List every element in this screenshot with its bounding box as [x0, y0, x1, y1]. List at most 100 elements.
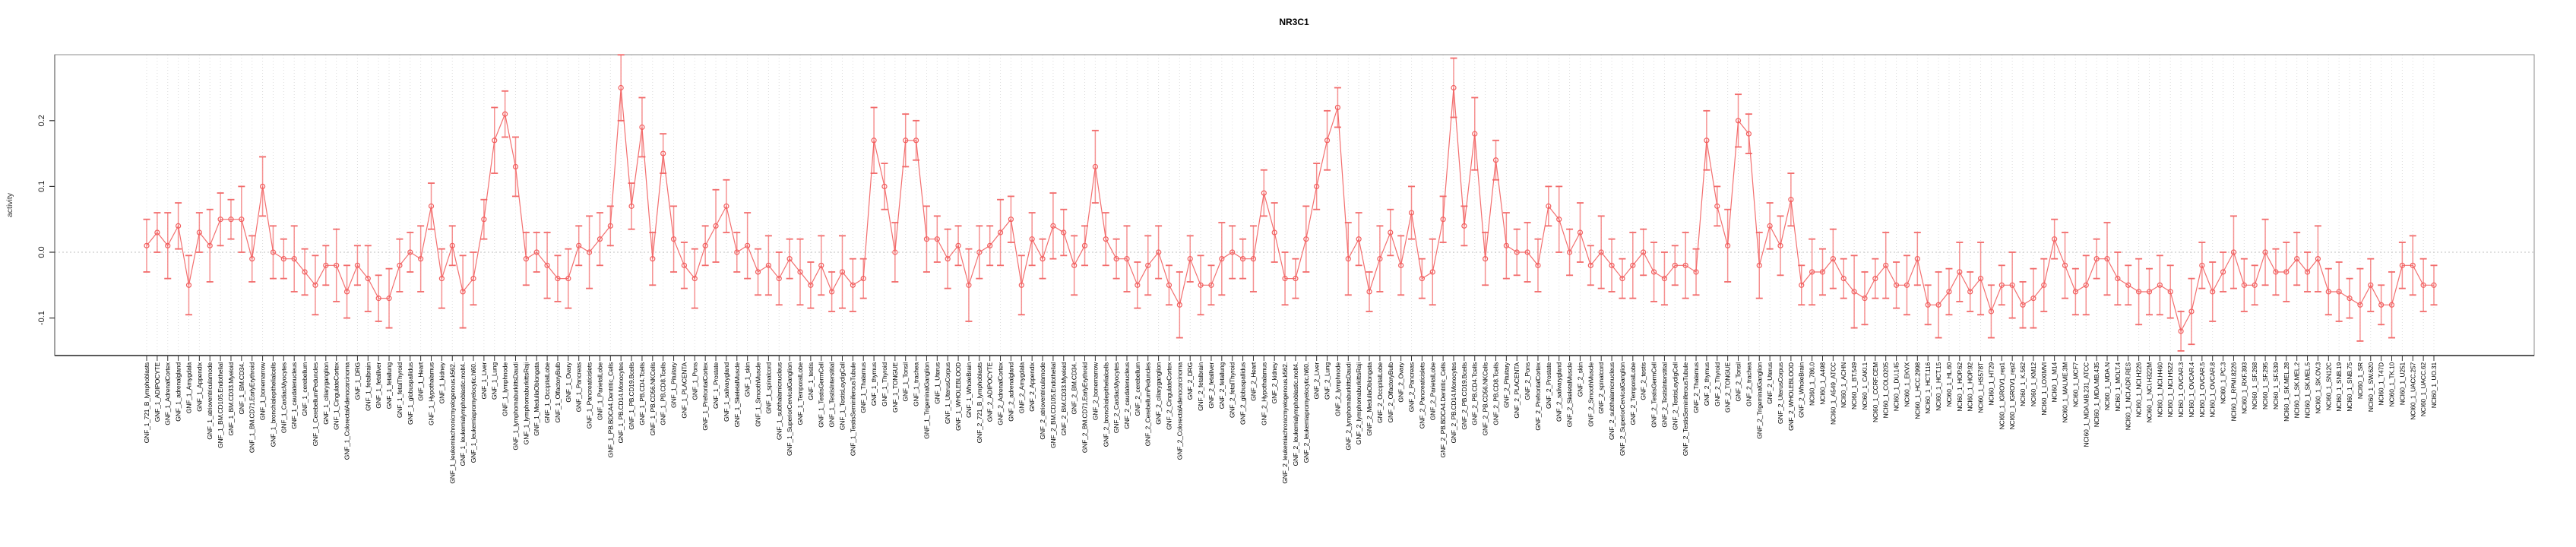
- data-point: [1777, 242, 1783, 248]
- data-point: [1556, 217, 1562, 223]
- x-tick-label: GNF_2_bonemarrow: [1091, 362, 1099, 420]
- data-point: [2378, 302, 2385, 308]
- x-tick-label: GNF_2_Amygdala: [1017, 362, 1025, 414]
- data-point: [1081, 242, 1088, 248]
- x-tick-label: GNF_2_UterusCorpus: [1777, 362, 1784, 424]
- x-tick-label: GNF_1_adrenalgland: [175, 362, 182, 422]
- data-point: [1883, 262, 1889, 268]
- data-point: [1303, 236, 1309, 242]
- x-tick-label: GNF_1_atrioventricularnode: [206, 362, 214, 440]
- x-tick-label: GNF_2_OlfactoryBulb: [1387, 362, 1394, 423]
- x-tick-label: NCI60_1_HL.60: [1945, 362, 1953, 407]
- data-point: [1577, 229, 1584, 236]
- x-tick-label: GNF_1_spinalcord: [764, 362, 772, 414]
- data-point: [1619, 276, 1625, 282]
- x-tick-label: GNF_1_fetalliver: [375, 362, 382, 409]
- x-tick-label: GNF_1_OccipitalLobe: [543, 362, 551, 423]
- x-tick-label: GNF_2_TestisGermCell: [1650, 362, 1658, 428]
- data-point: [154, 229, 160, 236]
- x-tick-label: GNF_2_fetalThyroid: [1229, 362, 1236, 418]
- x-tick-label: GNF_1_Amygdala: [185, 362, 193, 414]
- x-tick-label: GNF_2_Appendix: [1028, 362, 1036, 412]
- data-point: [1282, 276, 1288, 282]
- data-point: [1113, 256, 1119, 262]
- data-point: [871, 138, 877, 144]
- data-point: [1957, 269, 1963, 275]
- data-point: [207, 242, 213, 248]
- x-tick-label: GNF_1_Hypothalamus: [428, 362, 435, 425]
- x-tick-label: NCI60_1_UACC.257: [2409, 362, 2416, 420]
- x-tick-label: GNF_1_lymphomaburkittsRaji: [522, 362, 530, 444]
- data-point: [481, 217, 487, 223]
- x-tick-label: GNF_2_lymphomaburkittsDaudi: [1344, 362, 1352, 451]
- x-tick-label: GNF_2_bronchialepithelialcells: [1102, 362, 1109, 447]
- data-point: [1587, 262, 1593, 268]
- x-tick-label: GNF_2_adrenalgland: [1007, 362, 1014, 422]
- data-point: [565, 276, 571, 282]
- x-tick-label: GNF_1_AdrenalCortex: [164, 362, 172, 425]
- x-tick-label: GNF_2_OccipitalLobe: [1376, 362, 1384, 423]
- x-tick-label: GNF_1_kidney: [438, 362, 445, 403]
- x-tick-label: GNF_2_atrioventricularnode: [1039, 362, 1046, 440]
- y-axis-label: activity: [5, 192, 14, 217]
- data-point: [1988, 308, 1995, 315]
- data-point: [597, 236, 603, 242]
- data-point: [2083, 282, 2089, 288]
- data-point: [249, 256, 255, 262]
- x-tick-label: GNF_1_lymphnode: [502, 362, 509, 416]
- x-tick-label: GNF_2_WholeBrain: [1798, 362, 1805, 418]
- data-point: [997, 229, 1004, 236]
- x-tick-label: GNF_1_Tonsil: [902, 362, 910, 402]
- x-tick-label: GNF_1_leukemiachronicmyelogenous.k562.: [448, 362, 456, 484]
- data-point: [375, 296, 381, 302]
- data-point: [1725, 242, 1731, 248]
- data-point: [702, 242, 708, 248]
- x-tick-label: GNF_1_TestisGermCell: [818, 362, 825, 428]
- data-point: [2241, 282, 2247, 288]
- data-point: [2104, 256, 2110, 262]
- x-tick-label: GNF_2_Pancreas: [1408, 362, 1416, 412]
- data-point: [1483, 256, 1489, 262]
- x-tick-label: NCI60_1_OVCAR.4: [2188, 362, 2195, 418]
- data-point: [2030, 296, 2036, 302]
- data-point: [2178, 328, 2184, 334]
- data-point: [2210, 289, 2216, 295]
- x-tick-label: NCI60_1_SF.295: [2261, 362, 2269, 409]
- data-point: [1967, 289, 1973, 295]
- x-tick-label: GNF_2_AdrenalCortex: [997, 362, 1005, 425]
- x-tick-label: NCI60_1_T47D: [2378, 362, 2385, 406]
- data-point: [2115, 276, 2121, 282]
- data-point: [2009, 282, 2015, 288]
- x-tick-label: NCI60_1_K.562: [2019, 362, 2027, 406]
- x-tick-label: GNF_2_BM.CD71.EarlyErythroid: [1081, 362, 1089, 454]
- data-point: [2041, 282, 2047, 288]
- data-point: [1461, 223, 1467, 229]
- x-tick-label: GNF_1_Lung: [491, 362, 498, 400]
- data-point: [1398, 262, 1404, 268]
- data-point: [2336, 289, 2342, 295]
- data-point: [323, 262, 329, 268]
- data-point: [1472, 131, 1478, 137]
- x-tick-label: GNF_1_Heart: [417, 362, 425, 401]
- data-point: [2062, 262, 2068, 268]
- x-tick-label: GNF_2_SkeletalMuscle: [1566, 362, 1574, 428]
- data-point: [860, 276, 866, 282]
- data-point: [1061, 229, 1067, 236]
- data-point: [1767, 223, 1773, 229]
- x-tick-label: NCI60_1_A498: [1819, 362, 1827, 405]
- data-point: [1946, 289, 1952, 295]
- data-point: [628, 203, 635, 209]
- x-tick-label: GNF_2_spinalcord: [1597, 362, 1605, 414]
- x-tick-label: NCI60_1_MDA.MB.231_ATCC: [2082, 362, 2090, 447]
- data-point: [1714, 203, 1720, 209]
- x-tick-label: NCI60_1_OVCAR.8: [2209, 362, 2217, 418]
- data-point: [1862, 296, 1868, 302]
- data-point: [1293, 276, 1299, 282]
- data-point: [1377, 256, 1383, 262]
- data-point: [2020, 302, 2026, 308]
- x-tick-label: GNF_1_fetalThyroid: [396, 362, 403, 418]
- data-point: [1799, 282, 1805, 288]
- data-point: [1925, 302, 1931, 308]
- data-point: [670, 236, 677, 242]
